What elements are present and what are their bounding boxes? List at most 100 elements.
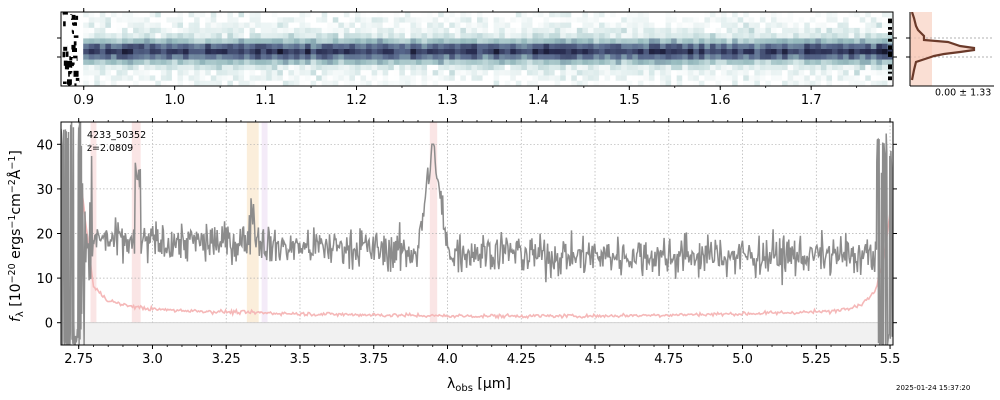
- heatmap-cell: [410, 17, 417, 23]
- heatmap-cell: [410, 64, 417, 71]
- heatmap-cell: [216, 54, 223, 60]
- heatmap-cell: [526, 22, 533, 29]
- heatmap-cell: [671, 54, 678, 60]
- heatmap-cell: [782, 27, 789, 34]
- heatmap-cell: [266, 27, 273, 34]
- heatmap-cell: [305, 54, 312, 60]
- heatmap-cell: [454, 49, 461, 55]
- heatmap-cell: [538, 12, 545, 18]
- heatmap-cell: [366, 80, 373, 86]
- heatmap-cell: [449, 54, 456, 60]
- heatmap-cell: [122, 22, 129, 29]
- heatmap-cell: [77, 22, 84, 29]
- heatmap-cell: [754, 43, 761, 50]
- heatmap-cell: [210, 27, 217, 34]
- heatmap-cell: [637, 80, 644, 86]
- heatmap-cell: [415, 64, 423, 71]
- heatmap-cell: [327, 70, 334, 76]
- heatmap-cell: [865, 38, 872, 45]
- heatmap-cell: [77, 70, 84, 76]
- heatmap-cell: [848, 75, 855, 82]
- heatmap-cell: [432, 54, 439, 60]
- heatmap-cell: [504, 43, 511, 50]
- heatmap-cell: [843, 80, 850, 86]
- heatmap-cell: [843, 64, 850, 71]
- heatmap-cell: [354, 33, 362, 39]
- heatmap-cell: [488, 27, 495, 34]
- edge-noise-cell: [70, 52, 75, 57]
- heatmap-cell: [66, 38, 73, 45]
- heatmap-cell: [521, 54, 528, 60]
- heatmap-cell: [66, 17, 73, 23]
- heatmap-cell: [543, 43, 550, 50]
- heatmap-cell: [587, 17, 594, 23]
- heatmap-cell: [865, 27, 872, 34]
- heatmap-cell: [621, 17, 628, 23]
- heatmap-cell: [66, 49, 73, 55]
- heatmap-cell: [449, 38, 456, 45]
- heatmap-cell: [593, 80, 600, 86]
- heatmap-cell: [820, 17, 827, 23]
- heatmap-cell: [593, 59, 600, 66]
- heatmap-cell: [354, 49, 362, 55]
- heatmap-cell: [138, 64, 145, 71]
- heatmap-cell: [343, 75, 350, 82]
- heatmap-cell: [321, 17, 328, 23]
- heatmap-cell: [366, 27, 373, 34]
- heatmap-cell: [698, 64, 705, 71]
- heatmap-cell: [343, 27, 350, 34]
- heatmap-cell: [776, 22, 783, 29]
- heatmap-cell: [305, 12, 312, 18]
- heatmap-cell: [271, 75, 278, 82]
- heatmap-cell: [293, 33, 301, 39]
- heatmap-cell: [504, 70, 511, 76]
- edge-noise-cell: [73, 19, 79, 23]
- heatmap-cell: [770, 33, 778, 39]
- heatmap-cell: [421, 49, 428, 55]
- heatmap-cell: [110, 43, 117, 50]
- heatmap-cell: [327, 59, 334, 66]
- heatmap-cell: [266, 33, 273, 39]
- heatmap-cell: [593, 12, 600, 18]
- heatmap-cell: [277, 70, 284, 76]
- heatmap-cell: [343, 33, 350, 39]
- heatmap-cell: [815, 17, 822, 23]
- heatmap-cell: [166, 43, 173, 50]
- heatmap-cell: [260, 80, 267, 86]
- heatmap-cell: [576, 17, 583, 23]
- heatmap-cell: [227, 54, 234, 60]
- heatmap-cell: [682, 33, 689, 39]
- heatmap-cell: [715, 22, 722, 29]
- heatmap-cell: [743, 38, 750, 45]
- heatmap-cell: [820, 70, 827, 76]
- heatmap-cell: [532, 54, 539, 60]
- heatmap-cell: [127, 38, 134, 45]
- heatmap-cell: [88, 38, 95, 45]
- heatmap-cell: [737, 70, 744, 76]
- heatmap-cell: [282, 64, 289, 71]
- heatmap-cell: [388, 12, 395, 18]
- heatmap-cell: [354, 59, 362, 66]
- heatmap-cell: [798, 33, 805, 39]
- heatmap-cell: [488, 80, 495, 86]
- heatmap-cell: [183, 22, 190, 29]
- heatmap-cell: [171, 27, 178, 34]
- heatmap-cell: [820, 22, 827, 29]
- heatmap-cell: [316, 70, 323, 76]
- heatmap-cell: [704, 27, 711, 34]
- heatmap-cell: [427, 75, 434, 82]
- y-tick-label: 0: [45, 317, 53, 332]
- x-tick-label: 1.6: [710, 93, 731, 108]
- heatmap-cell: [848, 27, 855, 34]
- heatmap-edge-noise: [62, 12, 892, 86]
- x-tick-label: 5.5: [880, 352, 901, 367]
- heatmap-cell: [349, 59, 356, 66]
- heatmap-cell: [282, 38, 289, 45]
- heatmap-cell: [715, 49, 722, 55]
- heatmap-cell: [804, 33, 811, 39]
- heatmap-cell: [99, 22, 106, 29]
- heatmap-cell: [399, 17, 406, 23]
- heatmap-cell: [371, 33, 378, 39]
- heatmap-cell: [105, 22, 112, 29]
- heatmap-cell: [399, 22, 406, 29]
